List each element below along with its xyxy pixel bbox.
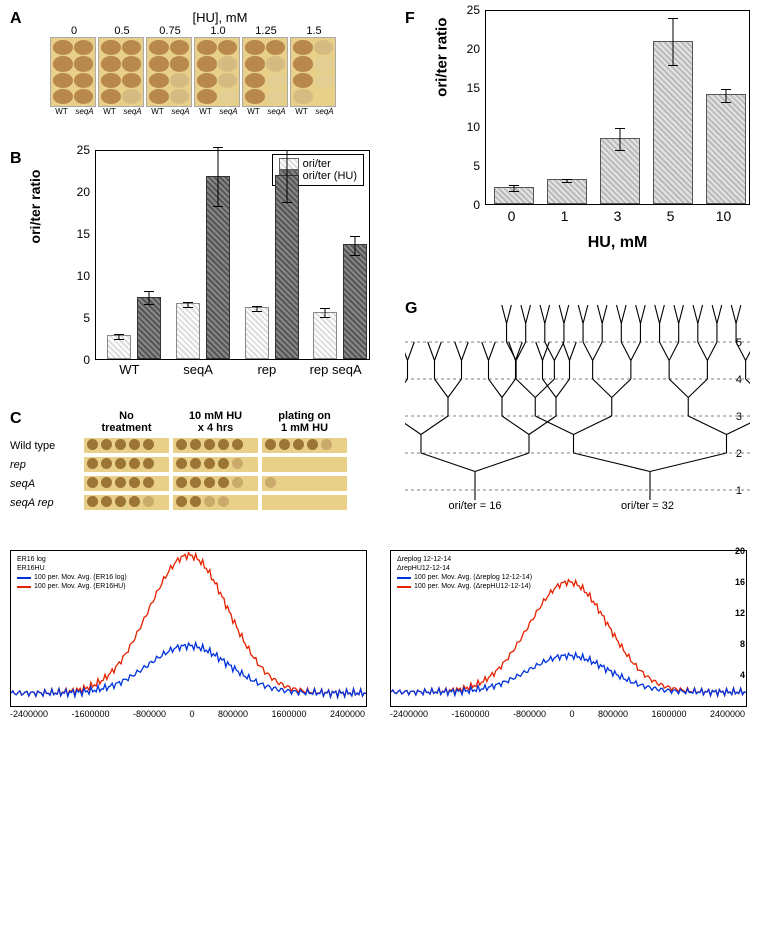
chartF-xlabels: 013510: [485, 208, 750, 230]
chartF-plot: [485, 10, 750, 205]
chartB-yaxis: 0510152025: [60, 150, 90, 360]
chartF-xlabel: HU, mM: [485, 234, 750, 252]
legend-item: ori/ter: [303, 158, 331, 170]
chartB-xlabels: WTseqAreprep seqA: [95, 362, 370, 380]
svg-text:3: 3: [736, 411, 742, 423]
svg-text:4: 4: [736, 374, 742, 386]
legend-item: ori/ter (HU): [303, 170, 357, 182]
chart-F: ori/ter ratio 0510152025 013510 HU, mM: [450, 10, 750, 230]
svg-text:1: 1: [736, 485, 742, 497]
panel-D: ER16 log ER16HU 100 per. Mov. Avg. (ER16…: [10, 550, 365, 730]
figure: A [HU], mM00.50.751.01.251.5WTseqAWTseqA…: [10, 10, 750, 922]
panel-G: 1 2 3 4 5 ori/ter = 16 ori/ter = 32: [405, 300, 750, 530]
chartF-yaxis: 0510152025: [450, 10, 480, 210]
panel-E: Δreplog 12-12-14 ΔrepHU12-12-14 100 per.…: [390, 550, 745, 730]
chartB-plot: ori/ter ori/ter (HU): [95, 150, 370, 360]
panel-B: ori/ter ratio 0510152025 ori/ter ori/ter…: [10, 150, 370, 400]
panel-C: Notreatment10 mM HUx 4 hrsplating on1 mM…: [10, 410, 370, 510]
chartF-ylabel: ori/ter ratio: [434, 18, 451, 97]
chartB-ylabel: ori/ter ratio: [27, 170, 43, 244]
svg-text:2: 2: [736, 448, 742, 460]
panel-F: ori/ter ratio 0510152025 013510 HU, mM: [405, 10, 750, 270]
chart-B: ori/ter ratio 0510152025 ori/ter ori/ter…: [60, 150, 370, 380]
panel-A: [HU], mM00.50.751.01.251.5WTseqAWTseqAWT…: [10, 10, 370, 116]
